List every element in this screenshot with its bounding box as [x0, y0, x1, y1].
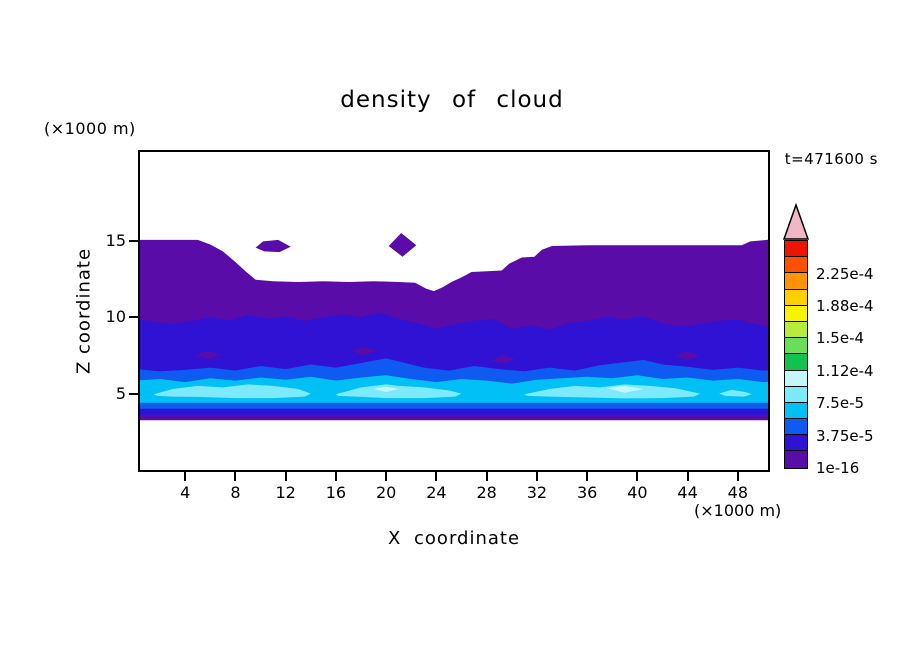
contour-blob-lightcyan-patch-4 — [719, 389, 752, 397]
contour-blob-palecyan-core-1 — [373, 386, 399, 392]
colorbar-arrow-shape — [782, 203, 810, 240]
x-tick-mark — [234, 472, 237, 481]
colorbar-label: 1.5e-4 — [816, 329, 865, 348]
x-tick-mark — [485, 472, 488, 481]
contour-blob-lightcyan-patch-3 — [524, 384, 701, 399]
colorbar: 1e-16 3.75e-5 7.5e-5 1.12e-4 1.5e-4 1.88e-4 2.… — [782, 203, 874, 477]
x-tick-label: 24 — [426, 483, 447, 502]
colorbar-segment-2 — [785, 419, 807, 436]
x-tick-mark — [284, 472, 287, 481]
colorbar-label: 1e-16 — [816, 459, 860, 477]
y-tick-mark — [129, 316, 138, 319]
colorbar-segment-13 — [785, 241, 807, 258]
x-tick-mark — [184, 472, 187, 481]
colorbar-segment-1 — [785, 435, 807, 452]
x-axis-title: X coordinate — [387, 528, 521, 549]
contour-blob-purple-wisp-2 — [351, 346, 377, 356]
colorbar-segment-3 — [785, 402, 807, 420]
colorbar-overflow-arrow-icon — [782, 203, 810, 240]
y-tick-label: 10 — [105, 307, 126, 327]
contour-blob-purple-wisp-3 — [490, 355, 516, 364]
y-tick-mark — [129, 392, 138, 395]
chart-title: density of cloud — [340, 87, 564, 113]
y-tick-label: 5 — [115, 383, 126, 403]
x-axis-unit-label: (×1000 m) — [694, 501, 782, 520]
x-tick-mark — [385, 472, 388, 481]
colorbar-label: 7.5e-5 — [816, 394, 865, 413]
x-tick-label: 48 — [727, 483, 749, 502]
x-tick-label: 8 — [230, 483, 241, 502]
colorbar-segment-0 — [785, 451, 807, 468]
colorbar-segment-8 — [785, 321, 807, 339]
time-annotation: t=471600 s — [784, 150, 878, 168]
x-tick-label: 28 — [476, 483, 497, 502]
colorbar-segment-5 — [785, 370, 807, 387]
contour-blob-purple-island-a — [255, 239, 291, 253]
contour-blob-lightcyan-patch-2 — [335, 384, 462, 399]
y-tick-mark — [129, 239, 138, 242]
y-tick-label: 15 — [105, 230, 126, 250]
x-tick-mark — [334, 472, 337, 481]
colorbar-segment-7 — [785, 338, 807, 355]
x-tick-mark — [736, 472, 739, 481]
x-tick-label: 16 — [325, 483, 347, 502]
contour-blob-palecyan-core-2 — [606, 385, 644, 393]
x-tick-mark — [586, 472, 589, 481]
colorbar-segment-9 — [785, 305, 807, 322]
x-tick-label: 4 — [180, 483, 191, 502]
colorbar-label: 1.88e-4 — [816, 297, 874, 315]
contour-blob-purple-wisp-1 — [195, 350, 221, 360]
colorbar-bar — [784, 240, 808, 469]
x-tick-mark — [535, 472, 538, 481]
y-axis-unit-label: (×1000 m) — [44, 119, 136, 138]
contour-blob-purple-island-b — [388, 233, 417, 257]
colorbar-segment-4 — [785, 386, 807, 403]
colorbar-label: 3.75e-5 — [816, 426, 874, 445]
x-tick-label: 20 — [375, 483, 397, 502]
colorbar-label: 1.12e-4 — [816, 361, 874, 380]
colorbar-segment-6 — [785, 354, 807, 371]
x-tick-mark — [636, 472, 639, 481]
contour-svg — [140, 233, 768, 421]
x-tick-mark — [435, 472, 438, 481]
x-tick-label: 36 — [576, 483, 598, 502]
x-tick-label: 32 — [526, 483, 548, 502]
colorbar-segment-11 — [785, 273, 807, 290]
x-tick-label: 40 — [627, 483, 648, 502]
plot-area — [138, 150, 770, 472]
x-tick-label: 12 — [275, 483, 296, 502]
x-tick-mark — [686, 472, 689, 481]
x-tick-label: 44 — [677, 483, 698, 502]
colorbar-label: 2.25e-4 — [816, 264, 874, 283]
contour-blob-purple-wisp-4 — [675, 351, 701, 360]
colorbar-segment-12 — [785, 257, 807, 274]
colorbar-segment-10 — [785, 289, 807, 306]
contour-blob-lightcyan-patch-1 — [153, 384, 311, 399]
